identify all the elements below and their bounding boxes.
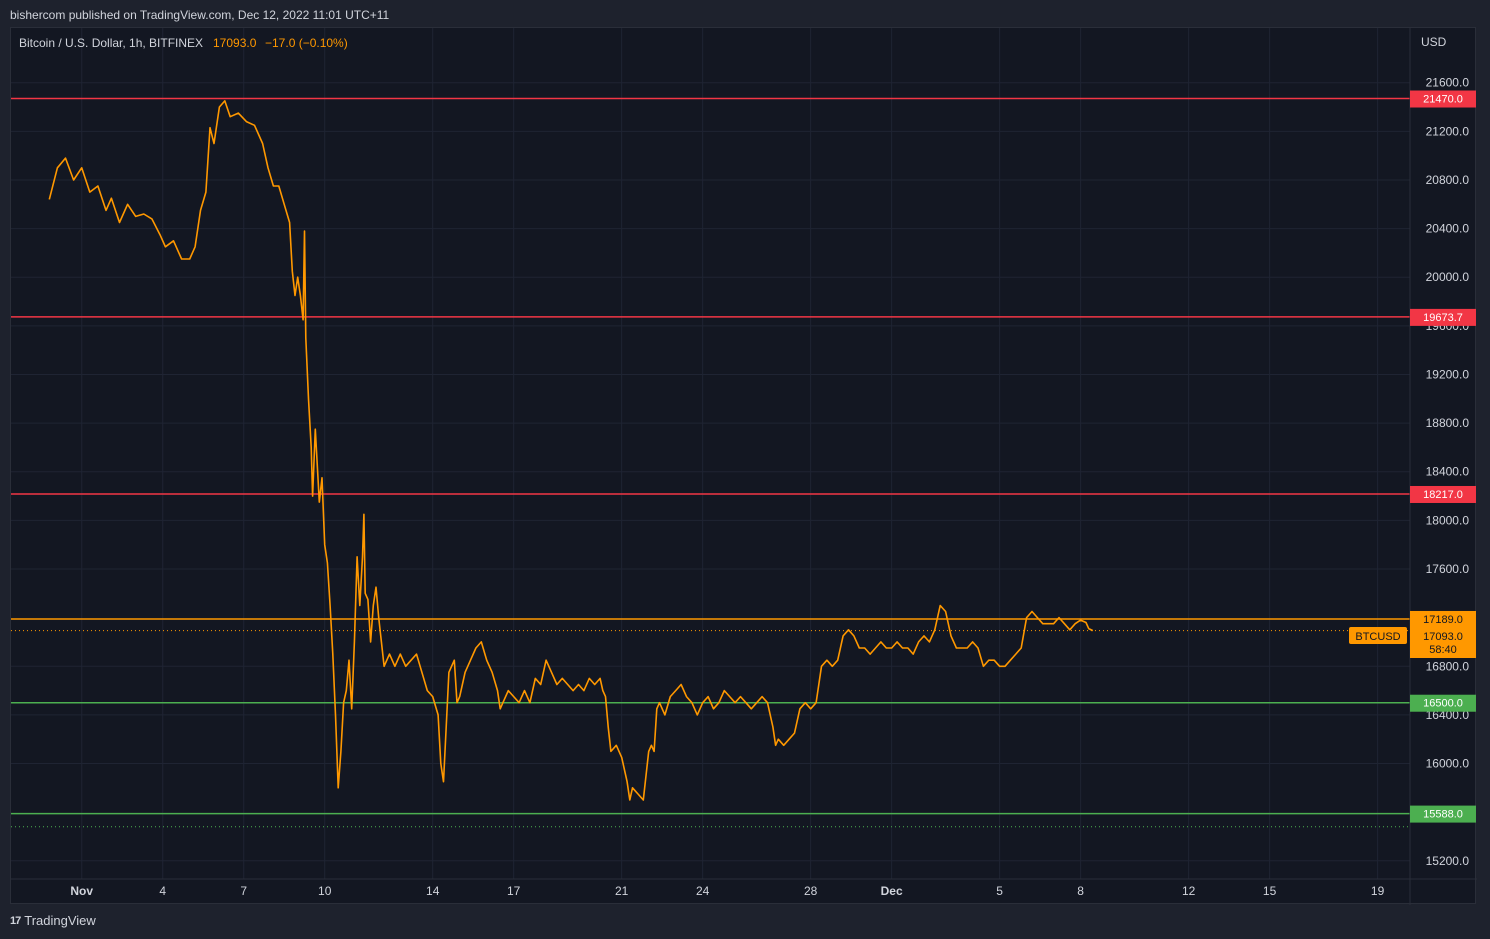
chart-frame[interactable]: 21600.021200.020800.020400.020000.019600… — [10, 27, 1477, 905]
currency-label: USD — [1421, 35, 1447, 49]
last-price-badge: 17093.0 58:40 — [1410, 627, 1476, 658]
level-labels: 21470.0 19673.7 18217.0 17189.0 16500.0 15588… — [1410, 90, 1476, 823]
x-tick-label: 14 — [426, 884, 440, 898]
level-label-bg — [1410, 308, 1476, 326]
level-label-bg — [1410, 610, 1476, 628]
x-tick-label: 28 — [804, 884, 818, 898]
time-axis: Nov 4 7 10 14 17 21 24 28 Dec 5 8 12 15 19 — [70, 884, 1384, 898]
y-tick-label: 21200.0 — [1426, 124, 1470, 138]
x-tick-label: 19 — [1371, 884, 1385, 898]
level-label: 15588.0 — [1423, 809, 1463, 821]
level-label-bg — [1410, 805, 1476, 823]
level-label: 19673.7 — [1423, 312, 1463, 324]
x-tick-label: 24 — [696, 884, 710, 898]
x-tick-label: Dec — [881, 884, 903, 898]
level-label: 17189.0 — [1423, 614, 1463, 626]
y-tick-label: 18800.0 — [1426, 416, 1470, 430]
x-tick-label: 10 — [318, 884, 332, 898]
level-label-bg — [1410, 694, 1476, 712]
x-tick-label: 12 — [1182, 884, 1196, 898]
header-price-change: −17.0 (−0.10%) — [265, 36, 348, 50]
tradingview-logo-icon: 17 — [10, 914, 21, 927]
level-label: 21470.0 — [1423, 94, 1463, 106]
y-tick-label: 20000.0 — [1426, 270, 1470, 284]
horizontal-levels — [11, 97, 1410, 828]
last-price-value: 17093.0 — [1423, 631, 1463, 643]
bar-countdown: 58:40 — [1429, 644, 1457, 656]
price-axis: 21600.021200.020800.020400.020000.019600… — [1426, 76, 1470, 868]
level-label-bg — [1410, 90, 1476, 108]
tradingview-footer: 17 TradingView — [10, 913, 96, 928]
y-tick-label: 20800.0 — [1426, 173, 1470, 187]
x-tick-label: 7 — [240, 884, 247, 898]
x-tick-label: 8 — [1077, 884, 1084, 898]
x-tick-label: 4 — [159, 884, 166, 898]
y-tick-label: 17600.0 — [1426, 562, 1470, 576]
y-tick-label: 19200.0 — [1426, 367, 1470, 381]
level-label: 18217.0 — [1423, 489, 1463, 501]
publisher-line: bishercom published on TradingView.com, … — [10, 8, 390, 22]
y-tick-label: 15200.0 — [1426, 854, 1470, 868]
y-tick-label: 21600.0 — [1426, 76, 1470, 90]
header-last-price: 17093.0 — [213, 36, 257, 50]
ticker-badge: BTCUSD — [1349, 627, 1407, 644]
grid — [11, 28, 1410, 879]
level-label-bg — [1410, 485, 1476, 503]
x-tick-label: 17 — [507, 884, 521, 898]
symbol-name: Bitcoin / U.S. Dollar, 1h, BITFINEX — [19, 36, 203, 50]
tradingview-brand: TradingView — [24, 913, 96, 928]
level-label: 16500.0 — [1423, 698, 1463, 710]
x-tick-label: Nov — [70, 884, 93, 898]
x-tick-label: 5 — [996, 884, 1003, 898]
price-chart[interactable]: 21600.021200.020800.020400.020000.019600… — [11, 28, 1477, 905]
y-tick-label: 18400.0 — [1426, 465, 1470, 479]
y-tick-label: 16000.0 — [1426, 757, 1470, 771]
ticker-label: BTCUSD — [1355, 631, 1400, 643]
y-tick-label: 20400.0 — [1426, 222, 1470, 236]
y-tick-label: 16800.0 — [1426, 659, 1470, 673]
x-tick-label: 21 — [615, 884, 629, 898]
price-series-line — [48, 100, 1094, 801]
x-tick-label: 15 — [1263, 884, 1277, 898]
y-tick-label: 18000.0 — [1426, 513, 1470, 527]
